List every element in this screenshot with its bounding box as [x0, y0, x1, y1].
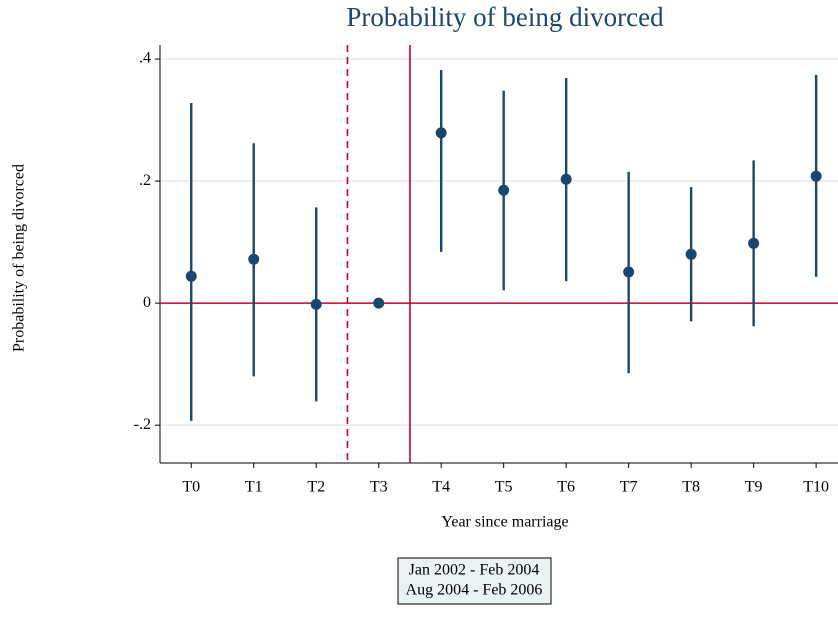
point — [435, 127, 447, 139]
legend-label: Aug 2004 - Feb 2006 — [406, 582, 543, 599]
point — [185, 270, 197, 282]
x-tick-label: T2 — [307, 479, 325, 496]
x-tick-label: T10 — [803, 479, 829, 496]
point — [373, 297, 385, 309]
point — [748, 237, 760, 249]
y-tick-label: 0 — [143, 294, 151, 311]
y-tick-label: .2 — [139, 172, 151, 189]
point — [623, 266, 635, 278]
x-tick-label: T0 — [182, 479, 200, 496]
x-axis-label: Year since marriage — [441, 514, 568, 531]
x-tick-label: T1 — [245, 479, 263, 496]
legend-box — [397, 557, 552, 605]
point — [498, 184, 510, 196]
point — [685, 248, 697, 260]
x-tick-label: T8 — [682, 479, 700, 496]
x-tick-label: T3 — [370, 479, 388, 496]
y-tick-label: -.2 — [134, 416, 151, 433]
x-tick-label: T7 — [620, 479, 638, 496]
legend-label: Jan 2002 - Feb 2004 — [409, 562, 540, 579]
point — [310, 298, 322, 310]
y-tick-label: .4 — [139, 50, 151, 67]
x-tick-label: T5 — [495, 479, 513, 496]
point — [810, 170, 822, 182]
chart-title: Probability of being divorced — [346, 2, 664, 32]
point — [560, 173, 572, 185]
x-tick-label: T4 — [432, 479, 450, 496]
y-axis-label: Probability of being divorced — [11, 164, 28, 352]
x-tick-label: T6 — [557, 479, 575, 496]
x-tick-label: T9 — [745, 479, 763, 496]
point — [248, 253, 260, 265]
